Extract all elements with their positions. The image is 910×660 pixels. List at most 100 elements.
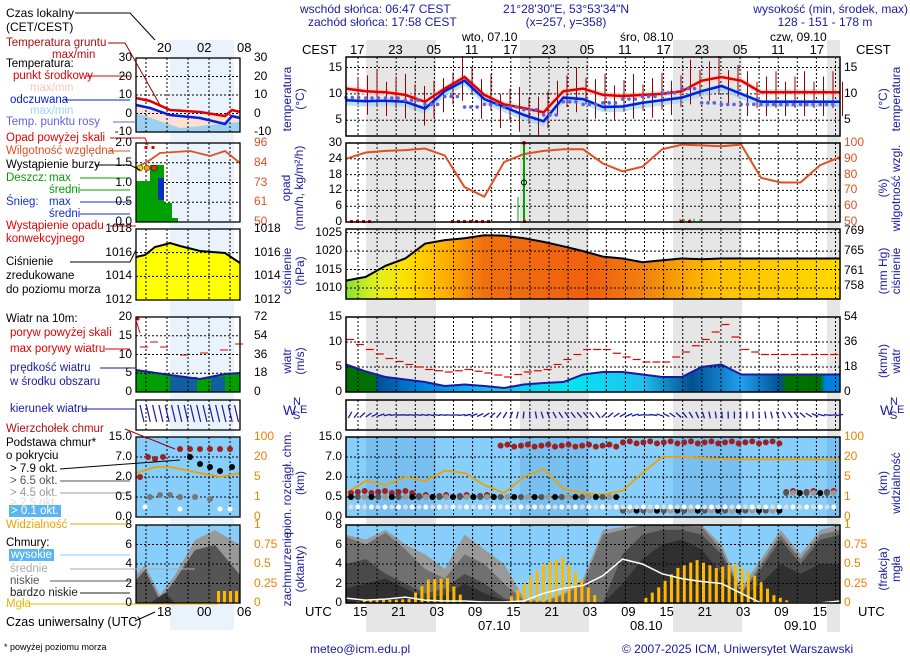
cloud-top-dot bbox=[626, 438, 633, 445]
cover-left-tick: 4 bbox=[335, 556, 342, 570]
cover-left-tick: 8 bbox=[335, 517, 342, 531]
cloud-base-dot bbox=[756, 504, 762, 510]
fog-bar bbox=[657, 587, 661, 603]
dew-point-dot bbox=[660, 91, 664, 95]
dew-point-dot bbox=[416, 98, 420, 102]
dew-point-dot bbox=[791, 102, 796, 107]
legend-temp-left-tick: 0 bbox=[125, 105, 132, 120]
cloud-base-dot bbox=[504, 494, 511, 500]
temp-left-tick: 10 bbox=[328, 85, 342, 100]
fog-bar bbox=[426, 579, 430, 603]
legend-cover-right-tick: 0.75 bbox=[254, 536, 278, 551]
wind-arrow bbox=[776, 411, 780, 419]
day-label-1: wto, 07.10 bbox=[462, 30, 518, 44]
cloud-top-dot bbox=[647, 438, 654, 445]
legend-temp-right-tick: 30 bbox=[254, 50, 268, 64]
cloud-base-dot bbox=[661, 504, 667, 510]
legend-cloud-top-dot bbox=[160, 454, 166, 460]
cloud-base-dot bbox=[708, 504, 714, 510]
elevation-label: wysokość (min, środek, max) bbox=[753, 2, 908, 16]
dew-point-dot bbox=[541, 113, 546, 117]
legend-pressure-3: do poziomu morza bbox=[6, 284, 101, 296]
cloud-base-dot bbox=[729, 504, 735, 510]
utc-hour-tick: 03 bbox=[736, 604, 751, 619]
cloud-base-dot bbox=[443, 504, 449, 510]
local-hour-tick: 17 bbox=[350, 42, 365, 57]
dew-point-dot bbox=[574, 99, 578, 104]
cloud-top-dot bbox=[572, 443, 579, 450]
cloud-base-dot bbox=[681, 504, 687, 510]
cloud-base-dot bbox=[457, 504, 463, 510]
wind-arrow bbox=[408, 413, 416, 417]
cloudh-left-tick: 0.5 bbox=[325, 489, 342, 503]
dew-point-dot bbox=[798, 102, 803, 107]
legend-feels-maxmin: max/min bbox=[30, 105, 74, 117]
cloud-base-dot bbox=[654, 507, 660, 514]
dew-point-dot bbox=[778, 102, 783, 107]
cloud-base-dot bbox=[620, 504, 626, 510]
fog-bar bbox=[689, 562, 693, 603]
legend-storm-marker bbox=[150, 164, 158, 172]
legend-wind-arrow bbox=[145, 404, 151, 423]
legend-wind-speed: prędkość wiatru bbox=[10, 362, 91, 374]
legend-feels-like: odczuwana bbox=[10, 94, 69, 106]
legend-cover-right-tick: 0.5 bbox=[254, 556, 271, 570]
cloud-base-dot bbox=[565, 494, 572, 500]
dew-point-dot bbox=[495, 102, 499, 107]
wind-right-axis-label: (km/h) wiatr bbox=[876, 344, 903, 378]
dew-point-dot bbox=[706, 101, 710, 105]
dew-point-dot bbox=[653, 94, 657, 99]
cloud-top-dot bbox=[565, 441, 572, 448]
cloud-base-dot bbox=[762, 507, 769, 514]
fog-bar bbox=[753, 575, 757, 603]
legend-cloudh-left-tick: 2.0 bbox=[115, 469, 132, 483]
legend-rain-avg: średni bbox=[49, 184, 81, 196]
fog-bar bbox=[740, 567, 744, 603]
wind-arrow bbox=[787, 411, 793, 419]
dew-point-dot bbox=[725, 102, 730, 107]
dew-point-dot bbox=[522, 107, 526, 112]
dew-point-dot bbox=[403, 98, 408, 102]
cloud-base-dot bbox=[402, 494, 409, 500]
utc-hour-tick: 15 bbox=[659, 604, 674, 619]
wind-arrow bbox=[496, 411, 502, 419]
wind-arrow bbox=[770, 411, 774, 419]
fog-bar bbox=[586, 587, 590, 603]
local-hour-tick: 17 bbox=[656, 42, 671, 57]
cloud-top-dot bbox=[497, 442, 504, 449]
fog-bar bbox=[522, 583, 526, 603]
cloud-base-dot bbox=[545, 494, 552, 500]
legend-dir-frame bbox=[135, 399, 241, 431]
precip-left-tick: 24 bbox=[328, 150, 342, 165]
cloud-base-dot bbox=[443, 494, 450, 500]
wind-arrow bbox=[708, 411, 711, 419]
legend-cloud-base-dot bbox=[177, 494, 183, 500]
cloud-top-dot bbox=[688, 438, 694, 445]
legend-cloud-base-dot bbox=[157, 492, 163, 498]
sunrise-text: wschód słońca: 06:47 CEST bbox=[300, 2, 451, 16]
dew-point-dot bbox=[508, 105, 513, 109]
cloud-top-dot bbox=[776, 440, 783, 447]
contact-email-link[interactable]: meteo@icm.edu.pl bbox=[310, 642, 411, 656]
fog-bar bbox=[420, 586, 424, 603]
legend-cloud-base-dot bbox=[227, 506, 233, 512]
legend-wind-arrow bbox=[189, 404, 195, 423]
legend-wind-arrow bbox=[177, 404, 183, 423]
cloud-base-dot bbox=[634, 504, 640, 510]
cloud-base-dot bbox=[796, 490, 803, 496]
fog-bar bbox=[414, 592, 417, 603]
local-hour-tick: 17 bbox=[503, 42, 518, 57]
legend-feels-line bbox=[135, 103, 241, 126]
cloud-base-dot bbox=[715, 507, 722, 514]
local-hour-tick: 23 bbox=[541, 42, 556, 57]
fog-bar bbox=[682, 565, 686, 603]
legend-precip-right-tick: 73 bbox=[254, 174, 268, 189]
wind-arrow bbox=[601, 412, 608, 418]
utc-hour-tick: 03 bbox=[429, 604, 445, 619]
legend-wind-left-tick: 10 bbox=[118, 346, 132, 361]
cloud-base-dot bbox=[362, 504, 368, 510]
cloud-base-dot bbox=[810, 490, 817, 496]
dew-point-dot bbox=[692, 86, 697, 91]
temp-left-tick: 5 bbox=[335, 112, 342, 127]
legend-wind-arrow bbox=[170, 404, 177, 423]
